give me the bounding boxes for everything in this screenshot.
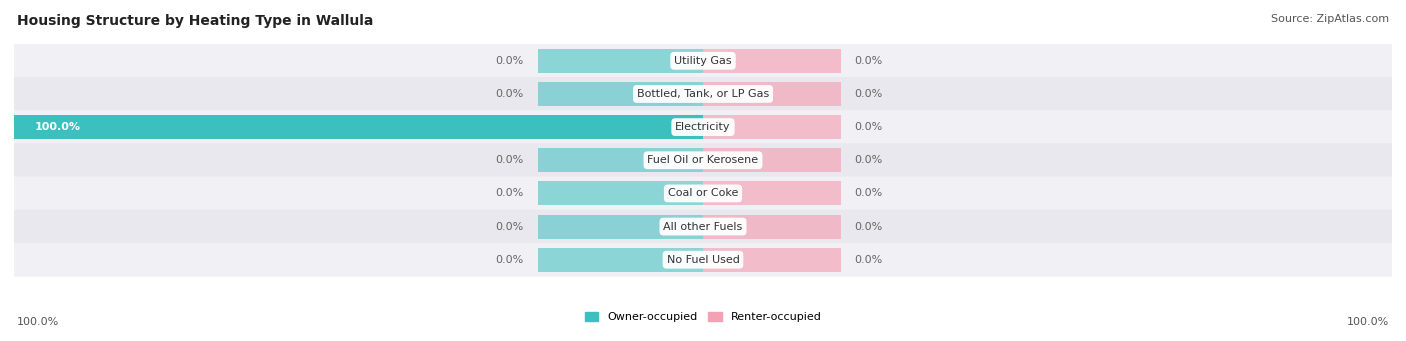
Text: 0.0%: 0.0% xyxy=(855,155,883,165)
Legend: Owner-occupied, Renter-occupied: Owner-occupied, Renter-occupied xyxy=(581,307,825,327)
Bar xyxy=(537,82,703,106)
Text: 100.0%: 100.0% xyxy=(1347,317,1389,327)
Text: Fuel Oil or Kerosene: Fuel Oil or Kerosene xyxy=(647,155,759,165)
FancyBboxPatch shape xyxy=(14,44,1392,78)
FancyBboxPatch shape xyxy=(14,177,1392,210)
Bar xyxy=(703,82,841,106)
Text: No Fuel Used: No Fuel Used xyxy=(666,255,740,265)
Text: 0.0%: 0.0% xyxy=(855,222,883,232)
FancyBboxPatch shape xyxy=(14,210,1392,243)
Bar xyxy=(703,181,841,205)
Bar xyxy=(537,181,703,205)
Bar xyxy=(537,248,703,272)
Text: 0.0%: 0.0% xyxy=(855,89,883,99)
Text: Electricity: Electricity xyxy=(675,122,731,132)
FancyBboxPatch shape xyxy=(14,143,1392,177)
Text: 0.0%: 0.0% xyxy=(855,122,883,132)
Bar xyxy=(537,214,703,238)
Text: 0.0%: 0.0% xyxy=(855,189,883,198)
Text: 0.0%: 0.0% xyxy=(496,56,524,66)
Text: Housing Structure by Heating Type in Wallula: Housing Structure by Heating Type in Wal… xyxy=(17,14,373,28)
Text: All other Fuels: All other Fuels xyxy=(664,222,742,232)
FancyBboxPatch shape xyxy=(14,110,1392,144)
Text: 0.0%: 0.0% xyxy=(496,222,524,232)
Text: Coal or Coke: Coal or Coke xyxy=(668,189,738,198)
Text: 0.0%: 0.0% xyxy=(855,255,883,265)
Bar xyxy=(703,49,841,73)
Bar xyxy=(537,49,703,73)
FancyBboxPatch shape xyxy=(14,77,1392,111)
Text: Source: ZipAtlas.com: Source: ZipAtlas.com xyxy=(1271,14,1389,24)
Text: Bottled, Tank, or LP Gas: Bottled, Tank, or LP Gas xyxy=(637,89,769,99)
FancyBboxPatch shape xyxy=(14,243,1392,277)
Text: 0.0%: 0.0% xyxy=(496,189,524,198)
Bar xyxy=(537,148,703,172)
Text: 100.0%: 100.0% xyxy=(35,122,80,132)
Text: 0.0%: 0.0% xyxy=(496,155,524,165)
Text: 100.0%: 100.0% xyxy=(17,317,59,327)
Text: 0.0%: 0.0% xyxy=(496,255,524,265)
Bar xyxy=(703,248,841,272)
Bar xyxy=(14,115,703,139)
Text: 0.0%: 0.0% xyxy=(855,56,883,66)
Bar xyxy=(703,115,841,139)
Bar xyxy=(703,148,841,172)
Bar xyxy=(703,214,841,238)
Text: 0.0%: 0.0% xyxy=(496,89,524,99)
Text: Utility Gas: Utility Gas xyxy=(675,56,731,66)
